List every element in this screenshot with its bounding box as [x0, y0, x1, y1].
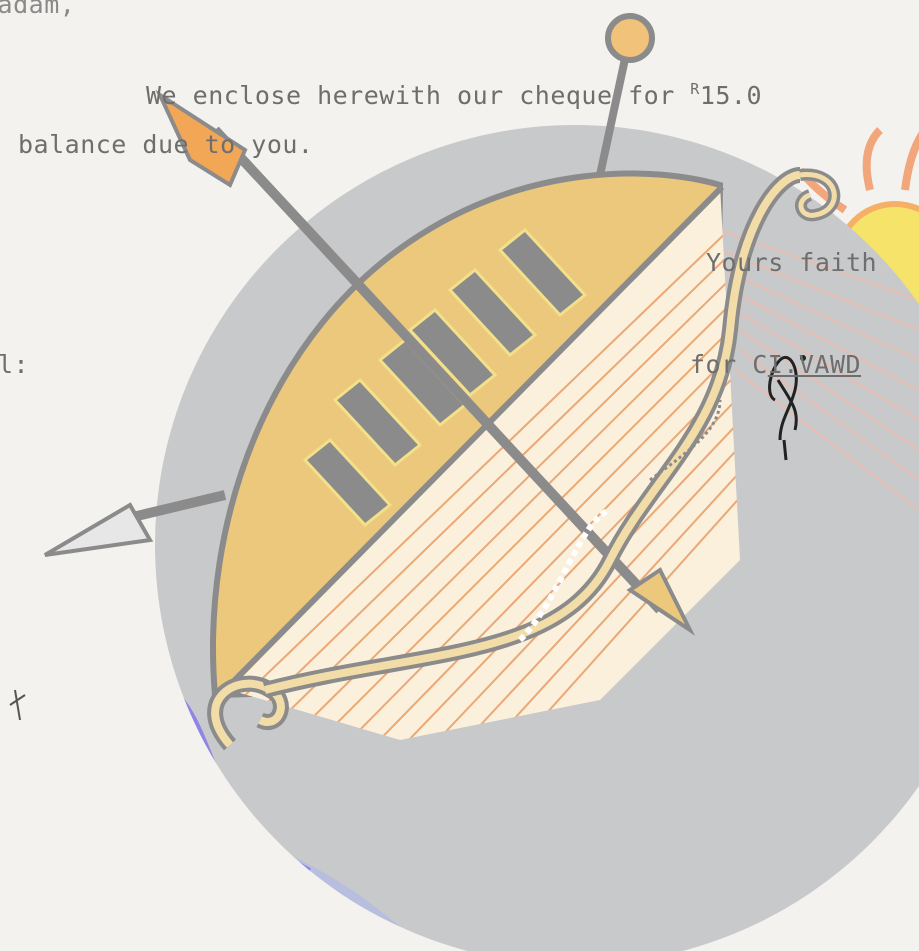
handwritten-signature	[768, 356, 798, 461]
signature-name: I.VAWD	[767, 350, 862, 379]
closing-text: Yours faith	[706, 248, 878, 277]
body-line-1-text: We enclose herewith our cheque for	[146, 81, 691, 110]
signature-for: for C	[690, 350, 768, 379]
body-line-2: balance due to you.	[18, 130, 314, 159]
bow-shape	[207, 167, 841, 751]
arrow-shape	[43, 89, 696, 636]
margin-label: l:	[0, 350, 30, 379]
currency-symbol: R	[690, 80, 700, 98]
cheque-amount: 15.0	[699, 81, 763, 110]
body-line-1: We enclose herewith our cheque for R15.0	[146, 80, 762, 110]
signature-line: for CI.VAWD	[690, 350, 861, 379]
salutation-text: Madam,	[0, 0, 76, 19]
